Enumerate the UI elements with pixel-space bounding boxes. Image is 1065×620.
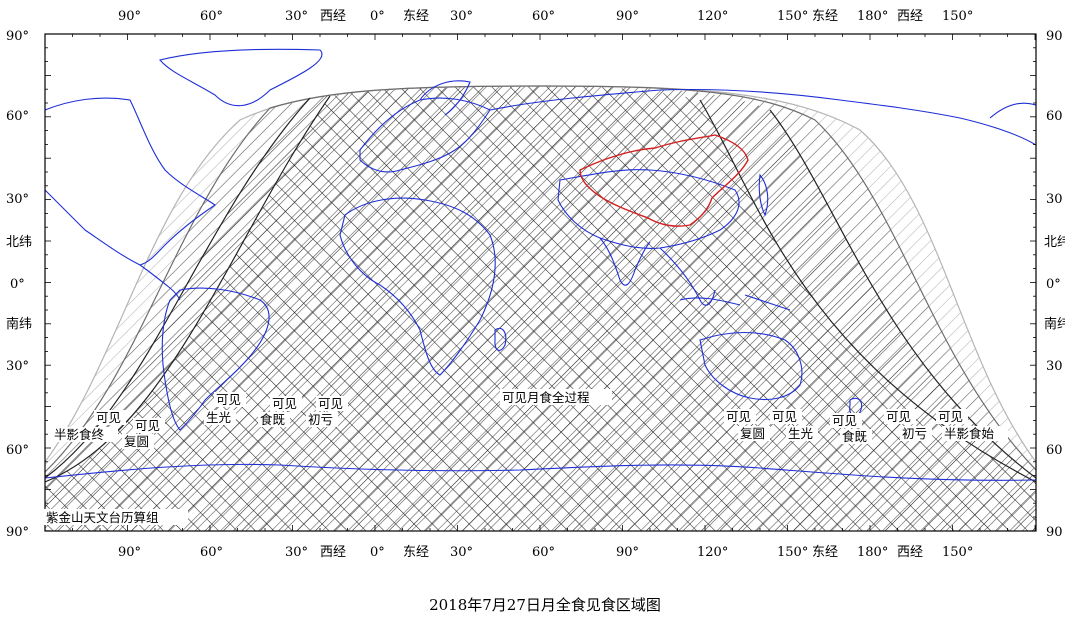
- lon-bottom-9: 120°: [697, 545, 728, 560]
- lon-bottom-2: 30°: [285, 545, 308, 560]
- lat-right-2: 30: [1046, 192, 1063, 207]
- lon-bottom-4: 0°: [370, 545, 385, 560]
- label-west-penumbral-end-1: 可见: [96, 410, 121, 425]
- lon-top-6: 30°: [450, 9, 473, 24]
- label-west-partial-begin-1: 可见: [318, 396, 343, 411]
- label-west-partial-end-2: 复圆: [124, 434, 149, 449]
- coast-madagascar: [494, 327, 507, 351]
- credit-label: 紫金山天文台历算组: [46, 510, 159, 525]
- lon-bottom-14: 150°: [942, 545, 973, 560]
- lat-labels-left: 90° 60° 30° 北纬 0° 南纬 30° 60° 90°: [6, 29, 32, 540]
- lon-labels-bottom: 90° 60° 30° 西经 0° 东经 30° 60° 90° 120° 15…: [118, 545, 973, 560]
- label-east-moonrise-2: 生光: [788, 426, 813, 441]
- lon-bottom-7: 60°: [532, 545, 555, 560]
- label-west-moonrise-2: 生光: [206, 410, 231, 425]
- zone-labels: 可见 半影食终 可见 复圆 可见 生光 可见 食既 可见 初亏 可见月食全过程 …: [44, 389, 1008, 525]
- label-full-view: 可见月食全过程: [502, 390, 590, 405]
- coast-central-america: [139, 264, 181, 301]
- coast-indonesia: [679, 294, 791, 311]
- lat-right-7: 60: [1046, 443, 1063, 458]
- label-east-partial-begin-1: 可见: [886, 409, 911, 424]
- boundary-partial: [45, 85, 1036, 473]
- lon-top-10: 150°: [777, 9, 808, 24]
- lon-top-11: 东经: [812, 9, 838, 24]
- lon-bottom-8: 90°: [616, 545, 639, 560]
- coast-asia: [489, 88, 1036, 249]
- lat-left-5: 南纬: [6, 316, 32, 332]
- lon-bottom-12: 180°: [857, 545, 888, 560]
- lat-right-0: 90: [1046, 29, 1063, 44]
- coast-scandinavia: [419, 80, 471, 116]
- frame-ticks: [44, 33, 1036, 532]
- coast-india: [599, 237, 651, 286]
- label-east-penumbral-begin-2: 半影食始: [944, 426, 995, 441]
- label-west-total-begin-2: 食既: [260, 412, 285, 427]
- lat-left-1: 60°: [6, 109, 29, 124]
- label-east-moonrise-1: 可见: [772, 409, 797, 424]
- lon-bottom-0: 90°: [118, 545, 141, 560]
- lon-top-3: 西经: [320, 9, 346, 24]
- lon-top-14: 150°: [942, 9, 973, 24]
- lon-top-1: 60°: [200, 9, 223, 24]
- lat-right-4: 0°: [1046, 277, 1061, 292]
- coastlines: [45, 48, 1036, 481]
- lon-bottom-3: 西经: [320, 545, 346, 560]
- label-east-partial-begin-2: 初亏: [902, 426, 927, 441]
- lon-labels-top: 90° 60° 30° 西经 0° 东经 30° 60° 90° 120° 15…: [118, 9, 973, 24]
- lat-left-0: 90°: [6, 29, 29, 44]
- coast-europe: [359, 97, 491, 173]
- label-west-moonrise-1: 可见: [216, 392, 241, 407]
- coast-north-america: [45, 97, 216, 266]
- label-east-penumbral-begin-1: 可见: [938, 409, 963, 424]
- lon-bottom-5: 东经: [403, 545, 429, 560]
- lat-right-8: 90: [1046, 525, 1063, 540]
- coast-greenland: [159, 48, 323, 107]
- label-west-partial-begin-2: 初亏: [308, 412, 333, 427]
- lat-labels-right: 90 60 30 北纬 0° 南纬 30 60 90: [1044, 29, 1065, 540]
- label-west-partial-end-1: 可见: [135, 418, 160, 433]
- coast-australia: [699, 331, 803, 401]
- lat-left-3: 北纬: [6, 235, 32, 250]
- lat-left-7: 60°: [6, 443, 29, 458]
- map-title: 2018年7月27日月全食见食区域图: [429, 596, 661, 614]
- lat-left-8: 90°: [6, 525, 29, 540]
- coast-antarctica: [45, 463, 1036, 481]
- lon-top-2: 30°: [285, 9, 308, 24]
- lat-right-6: 30: [1046, 359, 1063, 374]
- coast-southeast-asia: [659, 247, 716, 306]
- lon-bottom-6: 30°: [450, 545, 473, 560]
- coast-africa: [339, 197, 496, 376]
- lon-top-0: 90°: [118, 9, 141, 24]
- lat-left-2: 30°: [6, 192, 29, 207]
- lon-top-13: 西经: [897, 9, 923, 24]
- label-east-total-begin-1: 可见: [832, 413, 857, 428]
- lon-bottom-10: 150°: [777, 545, 808, 560]
- lat-right-3: 北纬: [1044, 235, 1065, 250]
- lon-top-5: 东经: [403, 9, 429, 24]
- lat-right-5: 南纬: [1044, 316, 1065, 332]
- lon-top-7: 60°: [532, 9, 555, 24]
- label-east-partial-end-2: 复圆: [740, 426, 765, 441]
- lat-right-1: 60: [1046, 109, 1063, 124]
- lon-top-8: 90°: [616, 9, 639, 24]
- coast-new-zealand: [849, 397, 863, 417]
- china-border: [579, 134, 749, 227]
- coast-alaska: [989, 102, 1036, 119]
- lon-top-9: 120°: [697, 9, 728, 24]
- label-west-penumbral-end-2: 半影食终: [54, 427, 105, 442]
- lon-bottom-13: 西经: [897, 545, 923, 560]
- label-west-total-begin-1: 可见: [272, 396, 297, 411]
- lon-bottom-11: 东经: [812, 545, 838, 560]
- lon-top-12: 180°: [857, 9, 888, 24]
- coast-japan: [758, 173, 769, 217]
- lat-left-4: 0°: [10, 277, 25, 292]
- lon-bottom-1: 60°: [200, 545, 223, 560]
- lon-top-4: 0°: [370, 9, 385, 24]
- coast-south-america: [161, 287, 270, 431]
- lat-left-6: 30°: [6, 359, 29, 374]
- label-east-total-begin-2: 食既: [842, 429, 867, 444]
- label-east-partial-end-1: 可见: [726, 409, 751, 424]
